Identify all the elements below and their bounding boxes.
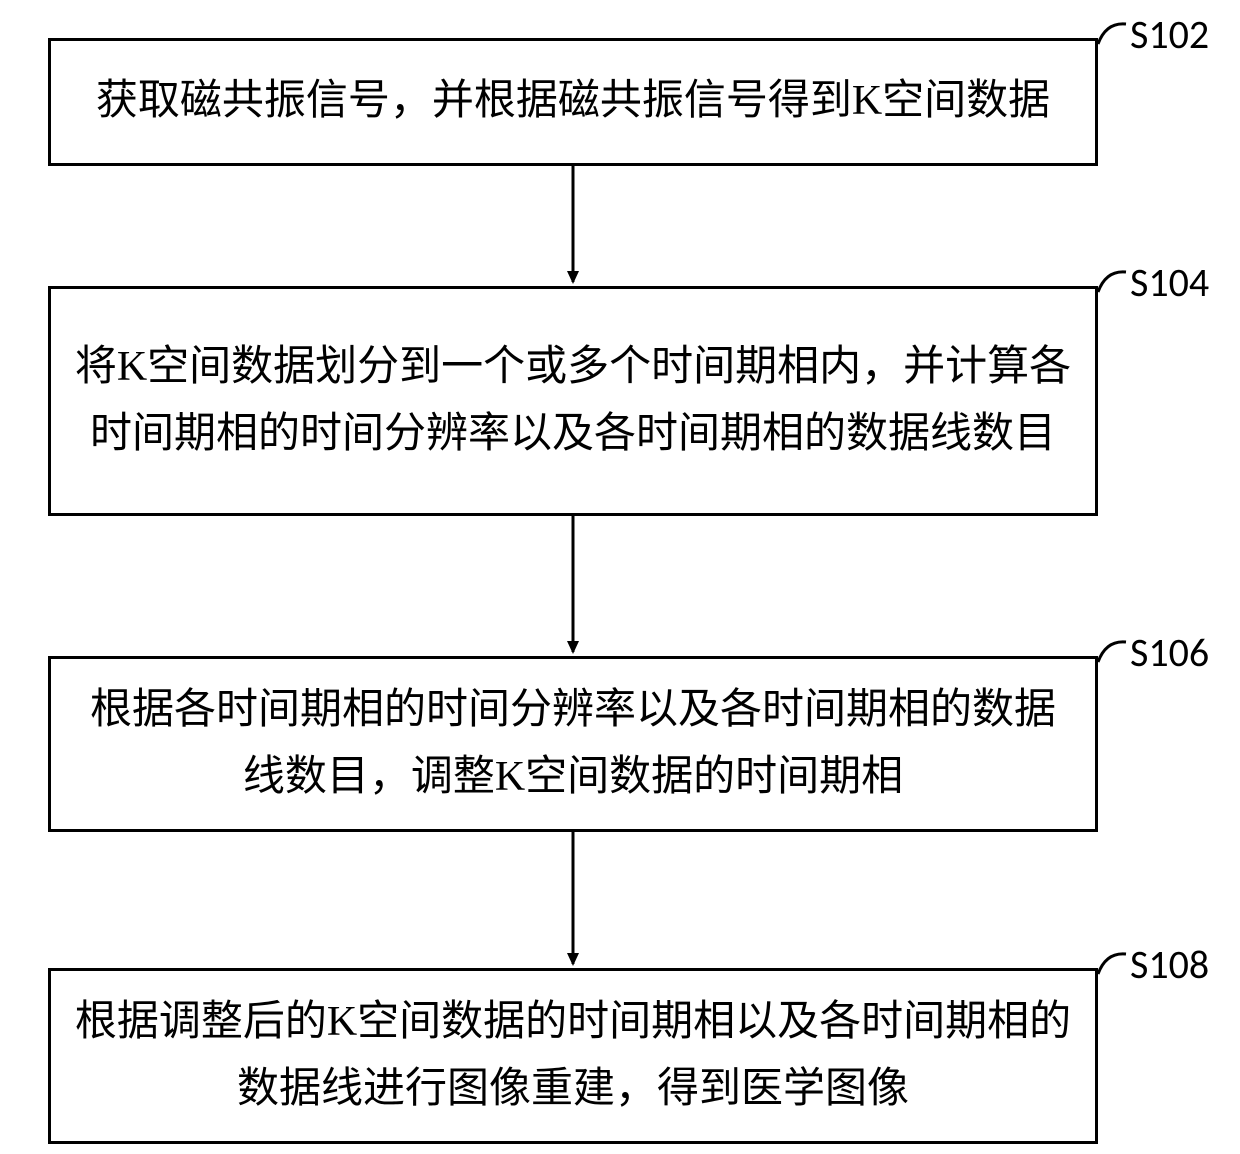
label-connector	[1098, 272, 1126, 292]
step-text: 根据调整后的K空间数据的时间期相以及各时间期相的数据线进行图像重建，得到医学图像	[71, 989, 1075, 1123]
label-connector	[1098, 954, 1126, 974]
flowchart-step-s104: 将K空间数据划分到一个或多个时间期相内，并计算各时间期相的时间分辨率以及各时间期…	[48, 286, 1098, 516]
step-label-s104: S104	[1130, 258, 1209, 307]
step-text: 将K空间数据划分到一个或多个时间期相内，并计算各时间期相的时间分辨率以及各时间期…	[71, 334, 1075, 468]
step-text: 获取磁共振信号，并根据磁共振信号得到K空间数据	[96, 68, 1050, 135]
label-connector	[1098, 642, 1126, 662]
flowchart-canvas: 获取磁共振信号，并根据磁共振信号得到K空间数据 S102 将K空间数据划分到一个…	[0, 0, 1240, 1154]
step-text: 根据各时间期相的时间分辨率以及各时间期相的数据线数目，调整K空间数据的时间期相	[71, 677, 1075, 811]
step-label-s102: S102	[1130, 10, 1209, 59]
flowchart-step-s102: 获取磁共振信号，并根据磁共振信号得到K空间数据	[48, 38, 1098, 166]
flowchart-step-s106: 根据各时间期相的时间分辨率以及各时间期相的数据线数目，调整K空间数据的时间期相	[48, 656, 1098, 832]
flowchart-step-s108: 根据调整后的K空间数据的时间期相以及各时间期相的数据线进行图像重建，得到医学图像	[48, 968, 1098, 1144]
step-label-s106: S106	[1130, 628, 1209, 677]
step-label-s108: S108	[1130, 940, 1209, 989]
label-connector	[1098, 24, 1126, 44]
